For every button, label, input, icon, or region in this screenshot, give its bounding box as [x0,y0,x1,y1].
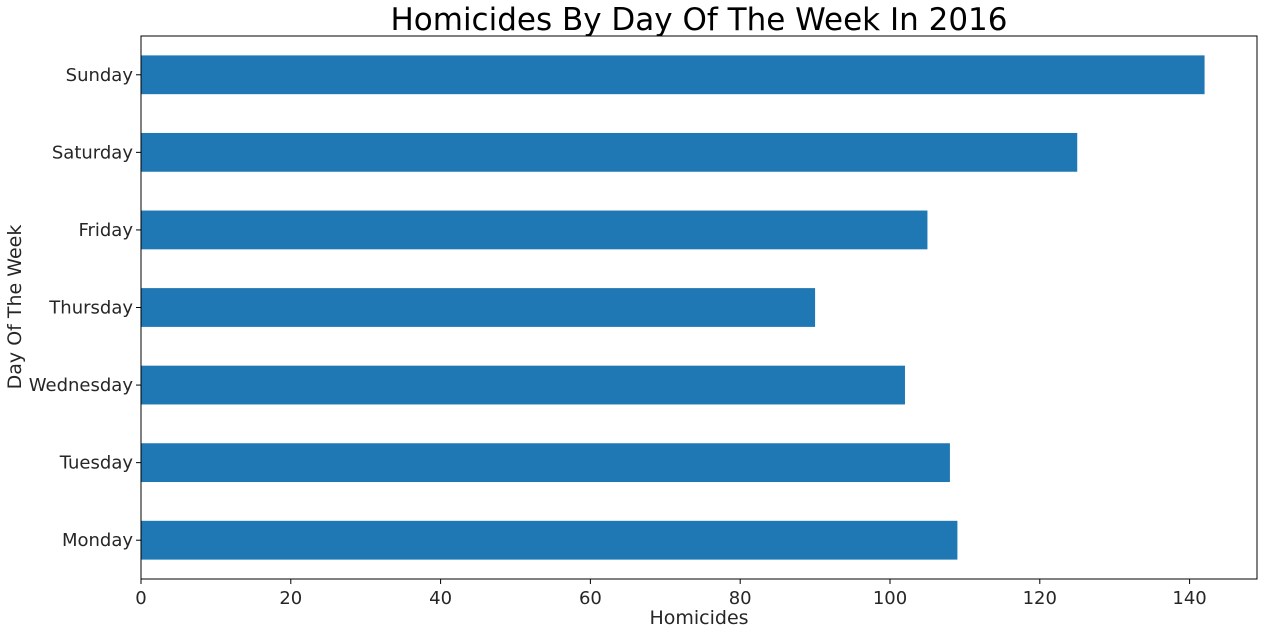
chart-title: Homicides By Day Of The Week In 2016 [390,2,1007,38]
y-tick-label: Monday [62,530,133,551]
y-tick-label: Tuesday [59,453,134,474]
x-tick-label: 120 [1023,588,1057,609]
bar-saturday [141,132,1078,172]
bar-wednesday [141,365,905,405]
x-axis-label: Homicides [649,607,748,629]
bar-sunday [141,55,1205,95]
x-tick-label: 100 [873,588,907,609]
bar-tuesday [141,443,950,483]
y-tick-label: Saturday [52,142,133,163]
y-tick-label: Thursday [48,298,133,319]
y-axis-label: Day Of The Week [4,225,26,390]
bars-group [141,55,1205,560]
x-tick-label: 60 [579,588,602,609]
x-axis-ticks: 0 20 40 60 80 100 120 140 [135,579,1207,609]
bar-friday [141,210,928,250]
y-tick-label: Sunday [66,65,134,86]
bar-monday [141,520,958,560]
x-tick-label: 40 [429,588,452,609]
y-tick-label: Wednesday [29,375,134,396]
x-tick-label: 80 [729,588,752,609]
y-tick-label: Friday [78,220,133,241]
y-axis-ticks: Monday Tuesday Wednesday Thursday Friday Satu… [29,65,141,551]
x-tick-label: 140 [1172,588,1206,609]
x-tick-label: 0 [135,588,146,609]
plot-frame [140,35,1258,580]
bar-thursday [141,288,816,327]
x-tick-label: 20 [279,588,302,609]
